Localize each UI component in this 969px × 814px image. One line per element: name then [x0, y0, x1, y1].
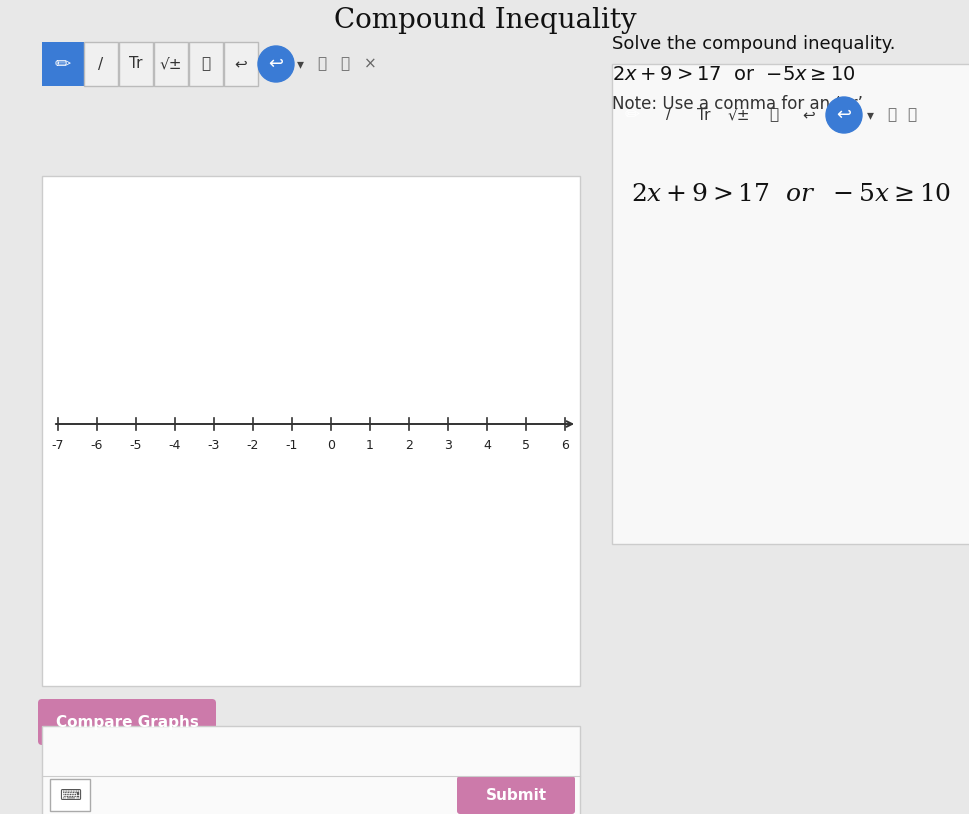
Text: Compare Graphs: Compare Graphs [55, 715, 199, 729]
Text: -2: -2 [246, 439, 259, 452]
Text: -5: -5 [130, 439, 142, 452]
Text: ↩: ↩ [835, 106, 851, 124]
Text: -4: -4 [169, 439, 181, 452]
Text: -7: -7 [51, 439, 64, 452]
Text: -6: -6 [91, 439, 103, 452]
Text: 2: 2 [405, 439, 413, 452]
Text: √±: √± [727, 107, 749, 122]
Circle shape [826, 97, 861, 133]
Bar [50, 779, 90, 811]
Text: /: / [666, 107, 671, 122]
FancyBboxPatch shape [84, 42, 118, 86]
FancyBboxPatch shape [38, 699, 216, 745]
Text: ↩: ↩ [234, 56, 247, 72]
Text: ×: × [363, 56, 376, 72]
Text: Compound Inequality: Compound Inequality [333, 7, 636, 34]
Text: -1: -1 [286, 439, 297, 452]
Text: ⌢: ⌢ [317, 56, 327, 72]
Text: ✏: ✏ [624, 106, 639, 124]
FancyBboxPatch shape [756, 94, 790, 136]
FancyBboxPatch shape [189, 42, 223, 86]
Text: Tr: Tr [697, 107, 710, 122]
Text: Note: Use a comma for an ‘or’: Note: Use a comma for an ‘or’ [611, 95, 862, 113]
Text: ▾: ▾ [297, 57, 303, 71]
FancyBboxPatch shape [456, 776, 575, 814]
Text: ▾: ▾ [865, 108, 873, 122]
Text: $2x+9>17\ \ \mathit{or}\ \ -5x\geq10$: $2x+9>17\ \ \mathit{or}\ \ -5x\geq10$ [630, 182, 951, 206]
Text: ⌢: ⌢ [907, 107, 916, 122]
Text: 4: 4 [483, 439, 490, 452]
Text: ⌢: ⌢ [340, 56, 349, 72]
FancyBboxPatch shape [154, 42, 188, 86]
Bar [42, 726, 579, 814]
FancyBboxPatch shape [651, 94, 685, 136]
FancyBboxPatch shape [611, 94, 651, 136]
Text: √±: √± [160, 56, 182, 72]
Text: ✏: ✏ [55, 55, 71, 73]
Text: ⌨: ⌨ [59, 787, 81, 803]
Text: Tr: Tr [129, 56, 142, 72]
Text: 0: 0 [327, 439, 334, 452]
Text: $2x+9>17$  or  $-5x\geq10$: $2x+9>17$ or $-5x\geq10$ [611, 64, 855, 84]
Text: 🖊: 🖊 [202, 56, 210, 72]
Bar [611, 64, 969, 544]
Text: 🖊: 🖊 [768, 107, 778, 122]
Text: 6: 6 [560, 439, 569, 452]
Text: Solve the compound inequality.: Solve the compound inequality. [611, 35, 894, 53]
Text: Submit: Submit [484, 787, 546, 803]
Text: /: / [98, 56, 104, 72]
FancyBboxPatch shape [119, 42, 153, 86]
FancyBboxPatch shape [42, 42, 84, 86]
Text: 5: 5 [521, 439, 529, 452]
Text: 1: 1 [365, 439, 374, 452]
Text: ⌢: ⌢ [887, 107, 895, 122]
FancyBboxPatch shape [721, 94, 755, 136]
Text: -3: -3 [207, 439, 220, 452]
Text: ↩: ↩ [801, 107, 815, 122]
Circle shape [258, 46, 294, 82]
FancyBboxPatch shape [224, 42, 258, 86]
FancyBboxPatch shape [686, 94, 720, 136]
Text: 3: 3 [444, 439, 452, 452]
Text: ↩: ↩ [268, 55, 283, 73]
FancyBboxPatch shape [791, 94, 826, 136]
Bar [42, 176, 579, 686]
